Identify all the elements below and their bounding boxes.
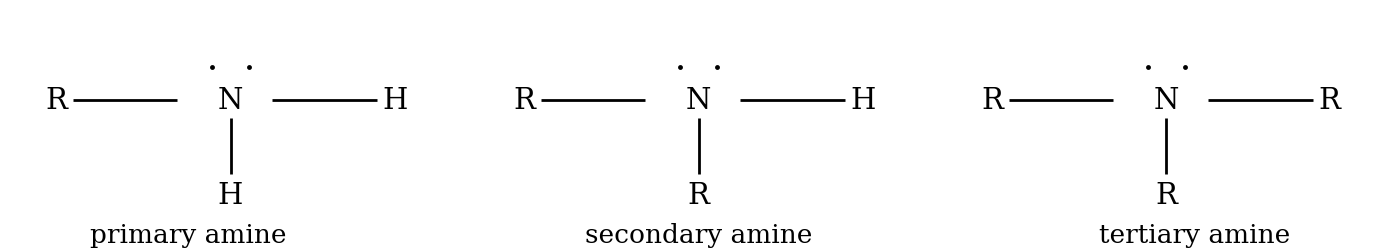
Text: H: H (851, 87, 876, 115)
Text: H: H (218, 181, 243, 209)
Text: R: R (687, 181, 710, 209)
Text: N: N (686, 87, 711, 115)
Text: N: N (218, 87, 243, 115)
Text: N: N (1154, 87, 1179, 115)
Text: primary amine: primary amine (91, 222, 286, 247)
Text: H: H (383, 87, 408, 115)
Text: R: R (981, 87, 1003, 115)
Text: R: R (1319, 87, 1341, 115)
Text: secondary amine: secondary amine (585, 222, 812, 247)
Text: R: R (1155, 181, 1178, 209)
Text: R: R (45, 87, 67, 115)
Text: R: R (513, 87, 535, 115)
Text: tertiary amine: tertiary amine (1099, 222, 1289, 247)
